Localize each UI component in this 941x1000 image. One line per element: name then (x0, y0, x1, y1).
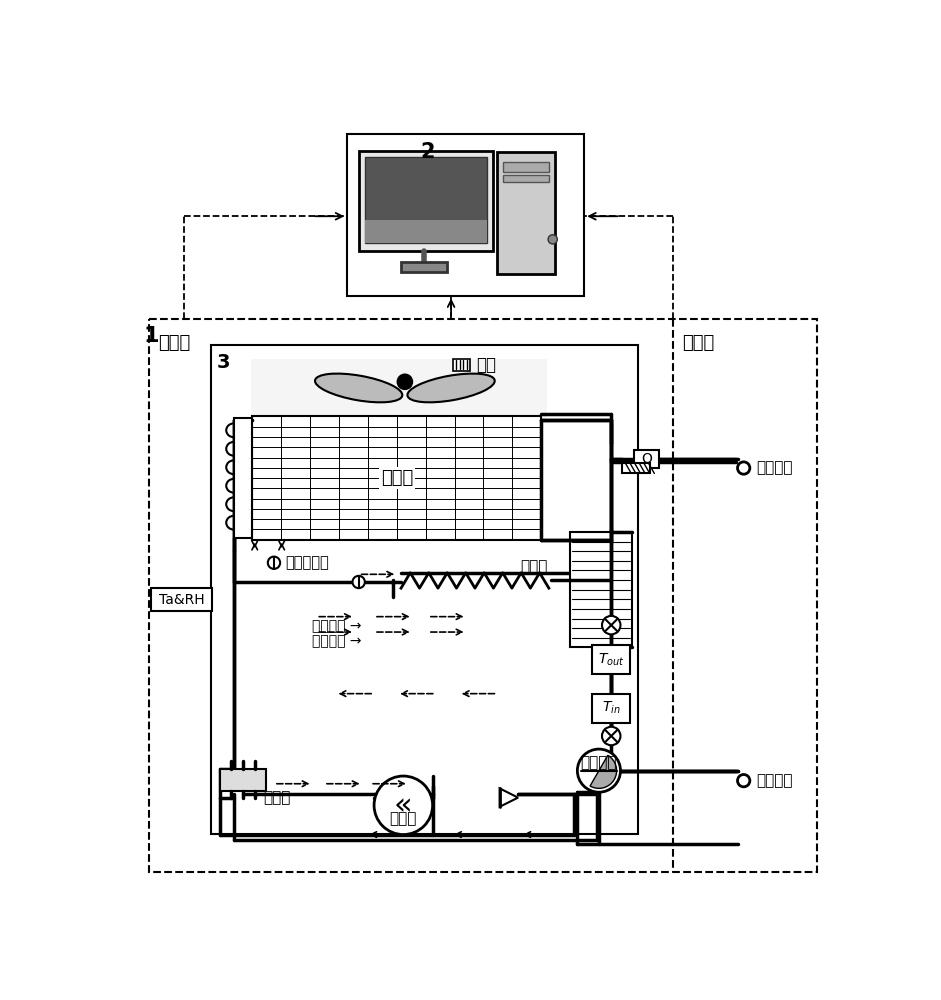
Polygon shape (401, 262, 447, 272)
Polygon shape (622, 463, 649, 473)
Polygon shape (151, 588, 213, 611)
Text: 冷凝器: 冷凝器 (520, 559, 548, 574)
Circle shape (398, 375, 412, 389)
FancyArrow shape (501, 413, 525, 532)
Polygon shape (497, 152, 555, 274)
Circle shape (738, 462, 750, 474)
Polygon shape (503, 162, 549, 172)
Polygon shape (365, 157, 487, 243)
Polygon shape (211, 345, 638, 834)
Circle shape (548, 235, 557, 244)
Text: Ta&RH: Ta&RH (159, 593, 204, 607)
Circle shape (268, 557, 280, 569)
Wedge shape (590, 755, 616, 788)
Circle shape (602, 727, 620, 745)
Ellipse shape (315, 374, 403, 402)
Text: 室内侧: 室内侧 (682, 334, 714, 352)
Text: 1: 1 (143, 326, 159, 346)
Polygon shape (592, 645, 630, 674)
Circle shape (578, 749, 620, 792)
Polygon shape (359, 151, 493, 251)
Text: 室内末端: 室内末端 (756, 773, 792, 788)
Polygon shape (570, 532, 632, 647)
FancyArrow shape (458, 413, 483, 532)
Text: 四通阀: 四通阀 (263, 790, 291, 805)
Circle shape (738, 774, 750, 787)
FancyArrow shape (412, 413, 437, 532)
Polygon shape (347, 134, 584, 296)
Polygon shape (592, 694, 630, 723)
FancyArrow shape (273, 413, 298, 532)
Text: $T_{in}$: $T_{in}$ (602, 700, 620, 716)
Circle shape (602, 616, 620, 634)
Text: 室外侧: 室外侧 (158, 334, 191, 352)
Polygon shape (634, 450, 659, 468)
Text: 除霜模式 →: 除霜模式 → (312, 634, 362, 648)
Circle shape (353, 576, 365, 588)
Text: 3: 3 (217, 353, 231, 372)
FancyArrow shape (361, 413, 387, 532)
Circle shape (375, 776, 433, 835)
Text: 循环水泵: 循环水泵 (581, 755, 617, 770)
Ellipse shape (407, 374, 495, 402)
Text: 蒸发器: 蒸发器 (381, 469, 413, 487)
Polygon shape (252, 416, 541, 540)
Polygon shape (365, 220, 487, 243)
Text: 压缩机: 压缩机 (390, 811, 417, 826)
Polygon shape (220, 769, 266, 791)
Polygon shape (503, 175, 549, 182)
Text: «: « (394, 791, 413, 820)
Polygon shape (500, 788, 518, 807)
Text: 风机: 风机 (476, 356, 496, 374)
Polygon shape (234, 418, 252, 538)
Polygon shape (453, 359, 470, 371)
Text: 电子膨胀阀: 电子膨胀阀 (285, 555, 329, 570)
FancyArrow shape (311, 413, 336, 532)
Text: 2: 2 (421, 142, 435, 162)
Polygon shape (251, 359, 548, 420)
Text: 室内末端: 室内末端 (756, 461, 792, 476)
Text: Q: Q (641, 452, 652, 466)
Text: $T_{out}$: $T_{out}$ (598, 652, 625, 668)
Text: 制热模式 →: 制热模式 → (312, 619, 362, 633)
